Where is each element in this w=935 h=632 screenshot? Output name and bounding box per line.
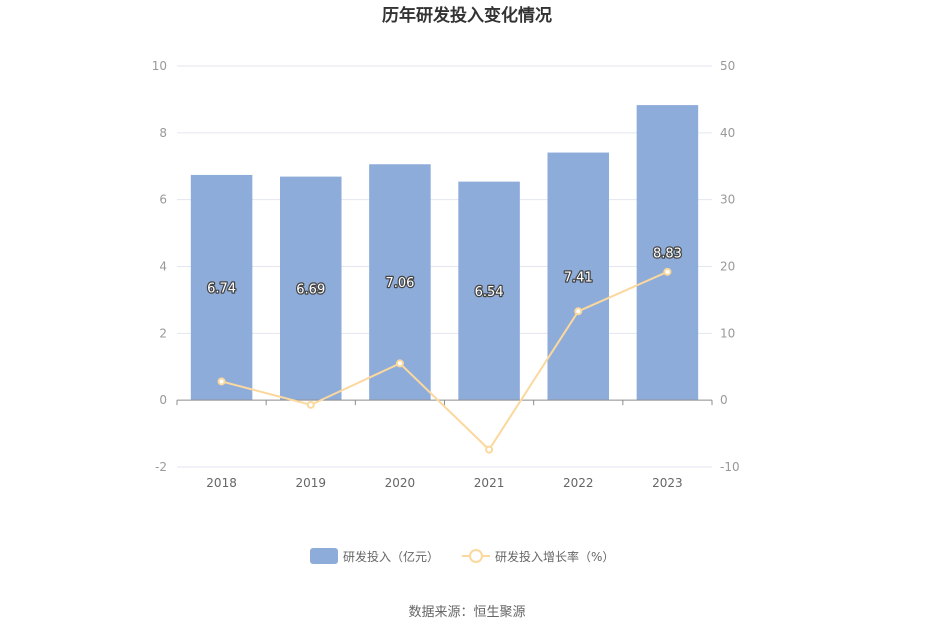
x-tick-label: 2020	[385, 476, 416, 490]
y-left-tick-label: 4	[159, 260, 167, 274]
x-tick-label: 2019	[295, 476, 326, 490]
growth-rate-point	[306, 400, 315, 409]
bar	[636, 105, 699, 401]
bar-value-label: 8.83	[653, 247, 682, 262]
legend-line-label: 研发投入增长率（%）	[495, 549, 614, 564]
y-right-tick-label: -10	[720, 460, 740, 474]
bar-value-label: 7.41	[564, 270, 593, 285]
x-tick-label: 2023	[652, 476, 683, 490]
x-tick-label: 2022	[563, 476, 594, 490]
legend-bar-label: 研发投入（亿元）	[343, 549, 439, 564]
bar-value-label: 6.69	[296, 282, 325, 297]
bar	[279, 176, 342, 401]
growth-rate-point	[217, 377, 226, 386]
growth-rate-point	[395, 359, 404, 368]
y-left-tick-label: 10	[152, 59, 167, 73]
y-right-tick-label: 10	[720, 326, 735, 340]
x-tick-label: 2018	[206, 476, 237, 490]
y-left-tick-label: -2	[155, 460, 167, 474]
legend-item-line[interactable]: 研发投入增长率（%）	[462, 549, 614, 564]
bar	[458, 181, 520, 401]
bar-value-label: 6.54	[475, 285, 504, 300]
legend: 研发投入（亿元） 研发投入增长率（%）	[310, 548, 614, 564]
y-right-tick-label: 50	[720, 59, 735, 73]
y-right-tick-label: 40	[720, 126, 735, 140]
legend-item-bar[interactable]: 研发投入（亿元）	[310, 548, 439, 564]
bar	[547, 152, 610, 401]
bar-layer	[190, 105, 699, 401]
y-left-tick-label: 2	[159, 326, 167, 340]
legend-bar-swatch	[310, 548, 338, 564]
growth-rate-point	[574, 307, 583, 316]
source-text: 数据来源：恒生聚源	[408, 605, 525, 620]
line-layer	[217, 267, 672, 454]
axis-layer: -2 0 2 4 6 8 10 -10 0 10 20 30 40 50 2018 2019 2020 2021 2…	[152, 59, 740, 490]
label-layer: 6.74 6.69 7.06 6.54 7.41 8.83	[206, 245, 683, 301]
chart-title: 历年研发投入变化情况	[382, 5, 552, 26]
growth-rate-point	[485, 445, 494, 454]
y-left-tick-label: 8	[159, 126, 167, 140]
y-left-tick-label: 0	[159, 393, 167, 407]
growth-rate-line	[221, 270, 668, 452]
y-right-tick-label: 0	[720, 393, 728, 407]
y-right-tick-label: 30	[720, 193, 735, 207]
bar-value-label: 6.74	[207, 282, 236, 297]
bar-value-label: 7.06	[385, 276, 414, 291]
grid-layer	[177, 65, 712, 468]
bar	[190, 174, 253, 401]
x-tick-label: 2021	[474, 476, 505, 490]
y-right-tick-label: 20	[720, 260, 735, 274]
y-left-tick-label: 6	[159, 193, 167, 207]
growth-rate-point	[663, 267, 672, 276]
legend-line-marker	[469, 549, 483, 563]
